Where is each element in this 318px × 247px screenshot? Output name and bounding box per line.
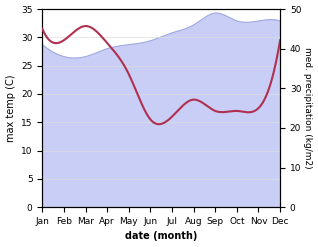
Y-axis label: med. precipitation (kg/m2): med. precipitation (kg/m2) [303, 47, 313, 169]
Y-axis label: max temp (C): max temp (C) [5, 74, 16, 142]
X-axis label: date (month): date (month) [125, 231, 197, 242]
